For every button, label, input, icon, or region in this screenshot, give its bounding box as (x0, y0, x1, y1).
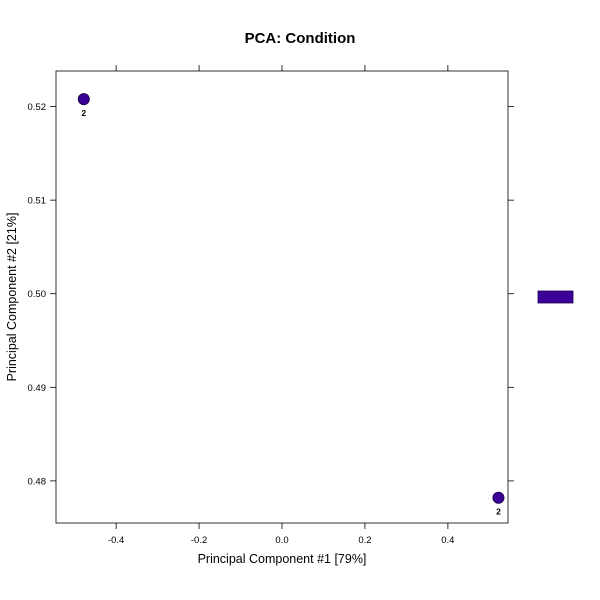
data-points: 22 (77, 93, 505, 517)
x-tick-label: 0.2 (358, 535, 371, 546)
data-point-label: 2 (496, 507, 501, 517)
x-tick-label: -0.2 (191, 535, 207, 546)
x-tick-label: 0.4 (441, 535, 454, 546)
x-axis: -0.4 -0.2 0.0 0.2 0.4 (108, 65, 454, 546)
legend-color-key (537, 290, 574, 304)
y-tick-label: 0.48 (28, 476, 47, 487)
y-axis-label: Principal Component #2 [21%] (5, 213, 19, 382)
x-tick-label: -0.4 (108, 535, 124, 546)
x-axis-label: Principal Component #1 [79%] (198, 552, 367, 566)
chart-title: PCA: Condition (245, 30, 356, 47)
data-point-label: 2 (81, 108, 86, 118)
y-axis: 0.48 0.49 0.50 0.51 0.52 (28, 102, 514, 487)
x-tick-label: 0.0 (275, 535, 288, 546)
plot-frame (55, 70, 509, 524)
y-tick-label: 0.50 (28, 289, 47, 300)
data-point (77, 93, 90, 106)
data-point (492, 491, 505, 504)
y-tick-label: 0.51 (28, 196, 47, 207)
y-tick-label: 0.52 (28, 102, 47, 113)
y-tick-label: 0.49 (28, 383, 47, 394)
